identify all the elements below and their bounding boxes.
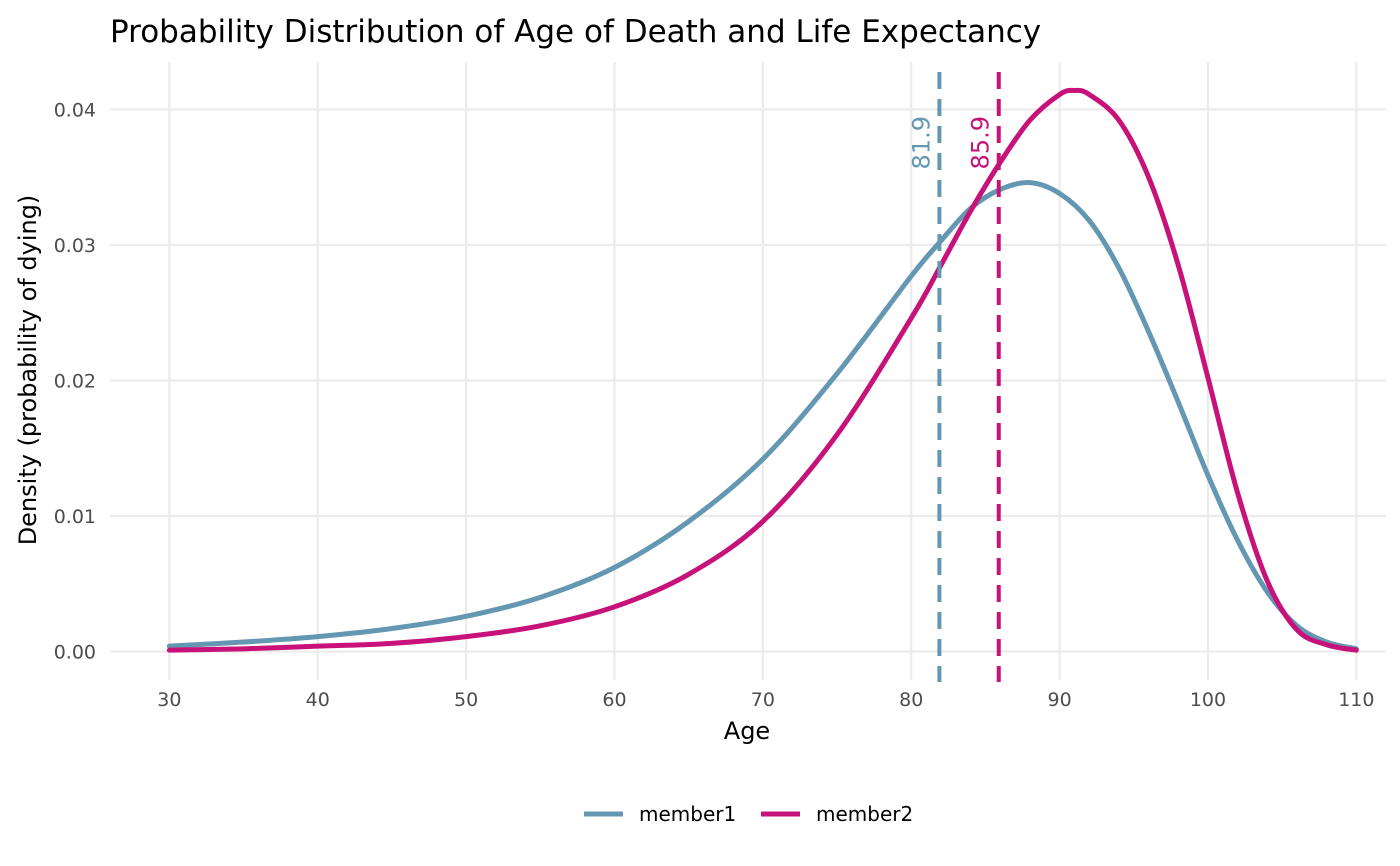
legend-label-member1: member1 bbox=[639, 802, 736, 826]
y-axis-ticks: 0.00 0.01 0.02 0.03 0.04 bbox=[54, 99, 96, 663]
x-tick-label: 100 bbox=[1190, 689, 1226, 711]
x-tick-label: 110 bbox=[1338, 689, 1374, 711]
chart-title: Probability Distribution of Age of Death… bbox=[110, 14, 1041, 50]
series-line-member2 bbox=[166, 87, 1359, 653]
mean-lines: 81.9 85.9 bbox=[907, 72, 1001, 682]
vline-label-member2: 85.9 bbox=[967, 116, 995, 169]
x-tick-label: 30 bbox=[157, 689, 181, 711]
x-tick-label: 80 bbox=[899, 689, 923, 711]
legend-label-member2: member2 bbox=[816, 802, 913, 826]
x-axis-ticks: 30 40 50 60 70 80 90 100 110 bbox=[157, 689, 1374, 711]
x-tick-label: 40 bbox=[306, 689, 330, 711]
y-tick-label: 0.03 bbox=[54, 235, 96, 257]
series-lines bbox=[166, 87, 1359, 653]
y-axis-title: Density (probability of dying) bbox=[14, 195, 42, 546]
x-tick-label: 50 bbox=[454, 689, 478, 711]
y-tick-label: 0.00 bbox=[54, 642, 96, 664]
vline-label-member1: 81.9 bbox=[907, 116, 935, 169]
y-tick-label: 0.01 bbox=[54, 506, 96, 528]
x-tick-label: 70 bbox=[751, 689, 775, 711]
y-tick-label: 0.04 bbox=[54, 99, 96, 121]
x-axis-title: Age bbox=[724, 717, 770, 745]
x-tick-label: 60 bbox=[602, 689, 626, 711]
y-tick-label: 0.02 bbox=[54, 370, 96, 392]
x-tick-label: 90 bbox=[1047, 689, 1071, 711]
legend: member1 member2 bbox=[584, 802, 913, 826]
grid bbox=[110, 62, 1386, 680]
